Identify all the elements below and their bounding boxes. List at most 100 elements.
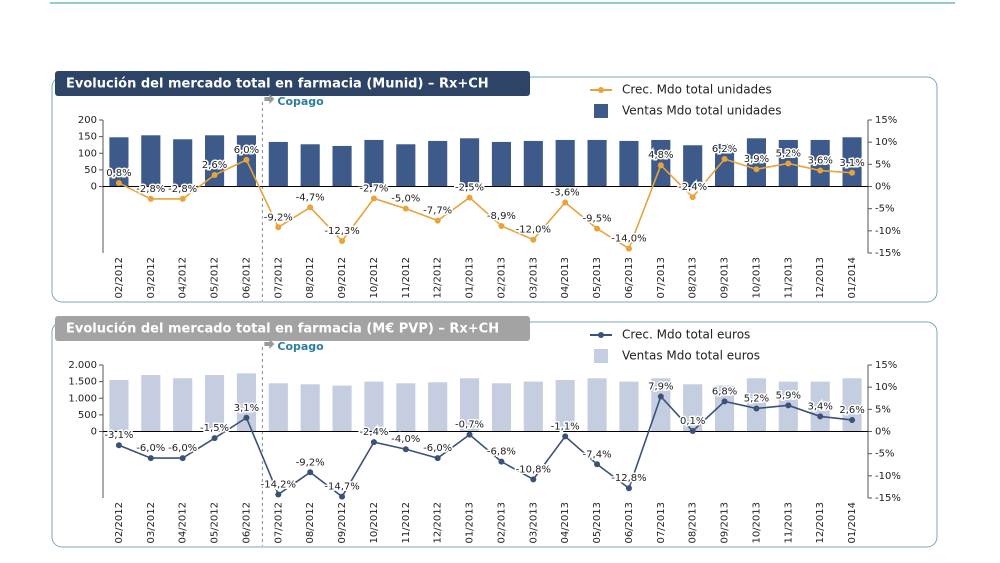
point [275, 491, 282, 498]
legend-marker [598, 332, 604, 338]
point [179, 195, 186, 202]
y2-tick-label: 10% [875, 382, 897, 393]
data-label: -0,7% [455, 420, 484, 431]
bar [555, 139, 575, 187]
point [466, 431, 473, 438]
point [307, 204, 314, 211]
bar [587, 378, 607, 432]
x-tick-label: 06/2012 [241, 502, 252, 544]
point [115, 442, 122, 449]
data-label: 2,6% [839, 405, 864, 416]
x-tick-label: 08/2013 [688, 257, 699, 299]
data-label: -2,4% [678, 182, 707, 193]
data-label: 3,6% [807, 156, 832, 167]
point [339, 493, 346, 500]
bar [746, 138, 766, 187]
y-tick-label: 0 [91, 182, 97, 193]
data-label: 3,4% [807, 401, 832, 412]
legend-label: Crec. Mdo total unidades [622, 83, 772, 97]
x-tick-label: 10/2012 [369, 502, 380, 544]
point [849, 169, 856, 176]
x-tick-label: 06/2013 [624, 257, 635, 299]
point [625, 245, 632, 252]
point [402, 205, 409, 212]
x-tick-label: 02/2013 [496, 257, 507, 299]
bar [205, 374, 225, 432]
bar [109, 379, 129, 432]
point [307, 469, 314, 476]
annotation-arrow [264, 339, 275, 349]
data-label: -6,8% [487, 447, 516, 458]
y2-tick-label: -10% [875, 226, 901, 237]
point [434, 217, 441, 224]
y-tick-label: 50 [84, 165, 97, 176]
point [339, 238, 346, 245]
x-tick-label: 04/2013 [560, 502, 571, 544]
y-tick-label: 500 [78, 410, 97, 421]
data-label: 4,8% [648, 150, 673, 161]
y-tick-label: 1.000 [68, 393, 97, 404]
y2-tick-label: 5% [875, 159, 891, 170]
data-label: -7,4% [583, 449, 612, 460]
bar [715, 385, 735, 432]
bar [460, 378, 480, 432]
x-tick-label: 03/2013 [528, 502, 539, 544]
x-tick-label: 12/2012 [433, 502, 444, 544]
data-label: 0,8% [106, 168, 131, 179]
point [370, 439, 377, 446]
bar [428, 382, 448, 432]
x-tick-label: 02/2013 [496, 502, 507, 544]
point [562, 433, 569, 440]
point [243, 156, 250, 163]
x-tick-label: 03/2012 [146, 257, 157, 299]
x-tick-label: 12/2013 [815, 257, 826, 299]
data-label: -3,1% [104, 430, 133, 441]
x-tick-label: 05/2013 [592, 502, 603, 544]
x-tick-label: 09/2012 [337, 257, 348, 299]
bar [555, 379, 575, 432]
bar [651, 378, 671, 432]
bar [587, 139, 607, 187]
x-tick-label: 03/2013 [528, 257, 539, 299]
data-label: -9,5% [583, 214, 612, 225]
data-label: 3,1% [234, 403, 259, 414]
bar [523, 140, 543, 187]
point [147, 195, 154, 202]
x-tick-label: 11/2013 [783, 257, 794, 299]
point [785, 402, 792, 409]
bar [332, 145, 352, 187]
data-label: -2,8% [136, 184, 165, 195]
bar [109, 137, 129, 187]
bar [842, 137, 862, 187]
y2-tick-label: -5% [875, 204, 894, 215]
data-label: -12,8% [611, 473, 646, 484]
x-tick-label: 01/2013 [465, 502, 476, 544]
bar [300, 384, 320, 432]
point [466, 194, 473, 201]
bar [205, 135, 225, 187]
data-label: -2,7% [359, 183, 388, 194]
legend-swatch [594, 104, 608, 118]
point [211, 171, 218, 178]
bar [619, 381, 639, 432]
point [785, 160, 792, 167]
point [115, 179, 122, 186]
x-tick-label: 07/2013 [656, 502, 667, 544]
bar [396, 144, 416, 187]
x-tick-label: 03/2012 [146, 502, 157, 544]
point [530, 476, 537, 483]
x-tick-label: 06/2012 [241, 257, 252, 299]
x-tick-label: 07/2012 [273, 257, 284, 299]
x-tick-label: 10/2013 [751, 502, 762, 544]
x-tick-label: 10/2013 [751, 257, 762, 299]
data-label: -3,6% [551, 187, 580, 198]
y-tick-label: 2.000 [68, 360, 97, 371]
y2-tick-label: 10% [875, 137, 897, 148]
legend-label: Ventas Mdo total unidades [622, 104, 782, 118]
bar [746, 378, 766, 432]
x-tick-label: 11/2012 [401, 502, 412, 544]
data-label: 2,6% [202, 160, 227, 171]
x-tick-label: 12/2013 [815, 502, 826, 544]
point [243, 414, 250, 421]
